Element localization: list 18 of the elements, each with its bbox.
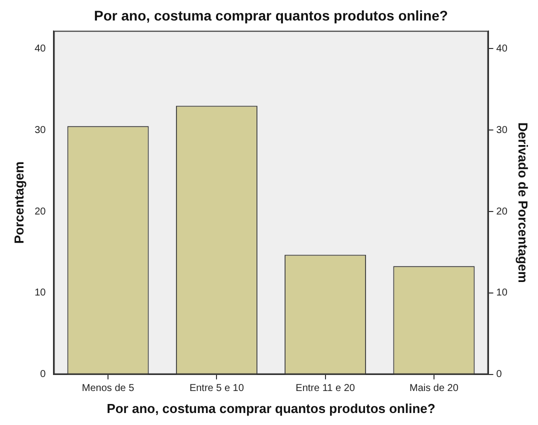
y2-tick-label: 40 [496, 43, 508, 54]
x-tick-label: Entre 11 e 20 [296, 383, 356, 394]
y2-tick-label: 10 [496, 288, 508, 299]
x-tick-label: Entre 5 e 10 [189, 383, 244, 394]
x-tick-label: Menos de 5 [82, 383, 135, 394]
y2-axis-title: Derivado de Porcentagem [516, 122, 531, 283]
y2-tick-label: 0 [496, 369, 502, 380]
y2-tick-label: 30 [496, 124, 508, 136]
y-tick-label: 0 [40, 369, 46, 380]
x-tick-label: Mais de 20 [409, 383, 459, 394]
y-tick-label: 20 [34, 206, 46, 218]
y-axis-title: Porcentagem [11, 161, 26, 244]
y2-tick-label: 20 [496, 206, 508, 218]
chart-title: Por ano, costuma comprar quantos produtos online? [94, 7, 448, 24]
y-tick-label: 30 [34, 124, 46, 136]
y-tick-label: 40 [34, 43, 46, 54]
x-axis-title: Por ano, costuma comprar quantos produtos online? [106, 400, 436, 416]
y-tick-label: 10 [34, 288, 46, 299]
